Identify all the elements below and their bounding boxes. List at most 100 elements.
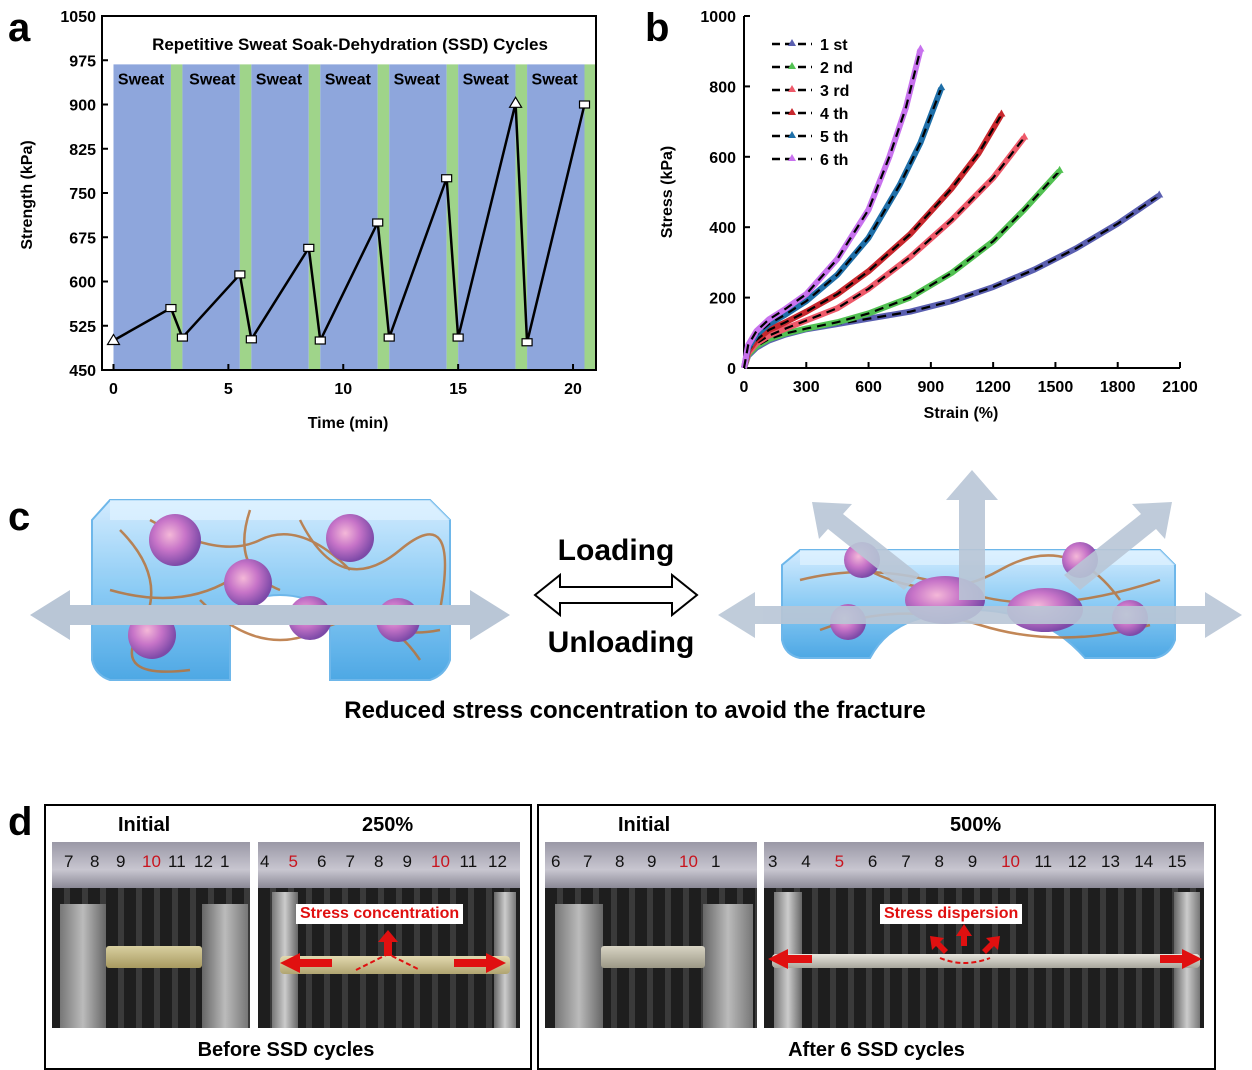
photo-after-initial: 6 7 8 9 10 1	[545, 842, 757, 1028]
data-point	[441, 174, 453, 183]
legend-label: 5 th	[820, 129, 848, 146]
stress-dispersion-label: Stress dispersion	[880, 904, 1023, 924]
y-tick-label: 1000	[700, 9, 736, 26]
fit-line-2	[742, 170, 1061, 369]
x-tick-label: 600	[855, 379, 882, 396]
loading-unloading-arrow	[533, 572, 699, 618]
ruler-number: 7	[901, 852, 911, 871]
unloading-label: Unloading	[548, 626, 695, 659]
ruler-number: 12	[488, 852, 507, 871]
ruler-scale: 3 4 5 6 7 8 9 10 11 12 13 14 15	[764, 842, 1204, 888]
y-tick-label: 525	[69, 319, 96, 336]
chart-a-title: Repetitive Sweat Soak-Dehydration (SSD) …	[152, 35, 548, 54]
data-point	[106, 333, 121, 346]
y-tick-label: 825	[69, 142, 96, 159]
ruler-number: 11	[1034, 852, 1053, 871]
after-strain-label: 500%	[950, 814, 1002, 836]
chart-b-stress-strain: 0 200 400 600 800 1000 0 300 600 900 1200 1500 1800 2…	[659, 9, 1198, 422]
after-initial-label: Initial	[618, 814, 671, 836]
data-point	[521, 338, 533, 347]
sweat-band	[113, 64, 171, 370]
legend-label: 2 nd	[820, 60, 853, 77]
x-tick-label: 0	[740, 379, 749, 396]
y-tick-label: 750	[69, 186, 96, 203]
curve-end-marker	[916, 44, 925, 52]
dehydration-band	[584, 64, 596, 370]
before-initial-label: Initial	[118, 814, 171, 836]
y-tick-label: 600	[709, 150, 736, 167]
y-tick-label: 0	[727, 361, 736, 378]
fit-line-6	[742, 49, 922, 369]
y-tick-label: 800	[709, 79, 736, 96]
ruler-number: 4	[801, 852, 811, 871]
sweat-band-label: Sweat	[325, 71, 372, 88]
gel-block-relaxed	[91, 499, 451, 681]
ruler-number: 8	[615, 852, 625, 871]
ruler-number: 9	[402, 852, 412, 871]
fit-line-4	[742, 114, 1003, 369]
ruler-scale: 4 5 6 7 8 9 10 11 12	[258, 842, 520, 888]
data-point	[578, 100, 591, 109]
x-tick-label: 5	[224, 381, 233, 398]
curve-2	[741, 168, 1062, 369]
panel-letter-a: a	[8, 6, 31, 50]
panel-c-schematic: Loading Unloading	[30, 470, 1242, 681]
x-tick-label: 300	[793, 379, 820, 396]
sweat-band-label: Sweat	[463, 71, 510, 88]
sweat-band-label: Sweat	[256, 71, 303, 88]
legend-label: 3 rd	[820, 83, 849, 100]
ruler-number: 6	[551, 852, 561, 871]
gel-sample-stretched	[280, 956, 510, 974]
data-point	[452, 333, 464, 342]
ruler-number: 1	[220, 852, 230, 871]
legend-label: 4 th	[820, 106, 848, 123]
curve-end-marker	[997, 109, 1006, 117]
ruler-number: 3	[768, 852, 778, 871]
tension-arrow-left-block	[30, 590, 510, 640]
data-point	[383, 333, 395, 342]
ruler-number: 10	[1001, 852, 1021, 871]
data-point	[245, 335, 257, 344]
photo-before-initial: 7 8 9 10 11 12 1	[52, 842, 250, 1028]
ruler-number: 8	[934, 852, 944, 871]
loading-label: Loading	[558, 534, 675, 567]
y-tick-label: 1050	[60, 9, 96, 26]
curve-end-marker	[1055, 165, 1064, 173]
ruler-number: 8	[374, 852, 384, 871]
panel-letter-b: b	[645, 6, 670, 50]
x-tick-label: 900	[918, 379, 945, 396]
ruler-number: 14	[1134, 852, 1154, 871]
sweat-band-label: Sweat	[189, 71, 236, 88]
legend-marker	[788, 154, 796, 161]
y-tick-label: 675	[69, 230, 96, 247]
ruler-number: 6	[317, 852, 327, 871]
data-point	[176, 333, 189, 342]
ruler-number: 12	[1067, 852, 1087, 871]
dehydration-band	[239, 64, 252, 370]
gel-sample	[106, 946, 202, 968]
dehydration-band	[170, 64, 183, 370]
strength-line	[112, 103, 586, 345]
stress-concentration-arrows	[280, 930, 506, 973]
legend-marker	[788, 39, 796, 46]
sweat-band	[182, 64, 240, 370]
data-point	[165, 303, 177, 313]
chart-a-xlabel: Time (min)	[308, 415, 389, 432]
ruler-number: 11	[459, 852, 478, 871]
ruler-number: 5	[288, 852, 298, 871]
legend-marker	[788, 85, 796, 92]
stress-dispersion-arrows	[768, 924, 1202, 969]
legend-marker	[788, 62, 796, 69]
ruler-number: 10	[142, 852, 161, 871]
x-tick-label: 1500	[1038, 379, 1074, 396]
ruler-number: 10	[431, 852, 450, 871]
data-point	[372, 218, 384, 227]
curve-end-marker	[937, 83, 946, 91]
x-tick-label: 1800	[1100, 379, 1136, 396]
y-tick-label: 200	[709, 291, 736, 308]
dehydration-band	[446, 64, 459, 370]
sweat-band-label: Sweat	[394, 71, 441, 88]
panel-letter-d: d	[8, 800, 33, 844]
y-tick-label: 900	[69, 98, 96, 115]
tension-arrows-right-block	[718, 470, 1242, 638]
